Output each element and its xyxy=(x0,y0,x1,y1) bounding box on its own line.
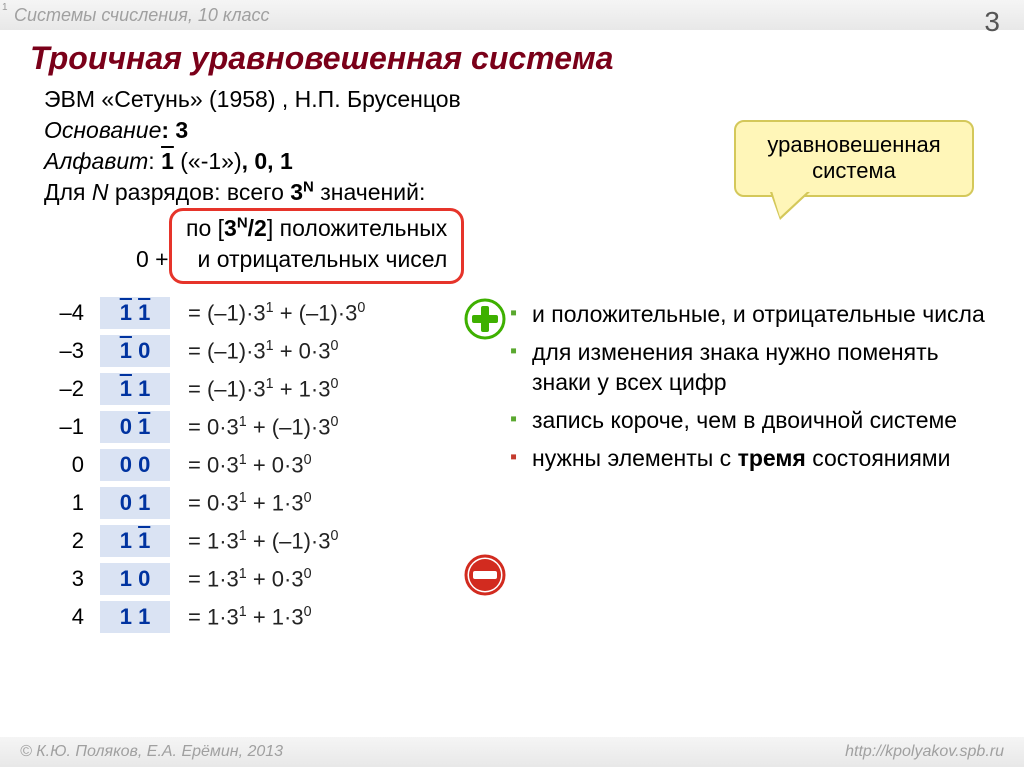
footer-left: © К.Ю. Поляков, Е.А. Ерёмин, 2013 xyxy=(20,743,283,761)
header-topic: Системы счисления, 10 класс xyxy=(14,5,1010,26)
intro-line1: ЭВМ «Сетунь» (1958) , Н.П. Брусенцов xyxy=(44,84,994,115)
intro-box-wrap: 0 + по [3N/2] положительных и отрицатель… xyxy=(136,208,994,284)
slide: 1 Системы счисления, 10 класс 3 Троичная… xyxy=(0,0,1024,767)
table-num: –1 xyxy=(44,414,100,440)
table-num: 1 xyxy=(44,490,100,516)
table-num: 3 xyxy=(44,566,100,592)
list-item: запись короче, чем в двоичной системе xyxy=(510,406,994,436)
table-num: 0 xyxy=(44,452,100,478)
table-ternary: 1 1 xyxy=(100,601,170,633)
table-row: –21 1= (–1)·31 + 1·30 xyxy=(44,370,365,408)
table-expr: = (–1)·31 + (–1)·30 xyxy=(170,300,365,326)
table-expr: = 0·31 + 0·30 xyxy=(170,452,312,478)
red-box: по [3N/2] положительных и отрицательных … xyxy=(169,208,464,284)
table-ternary: 0 1 xyxy=(100,487,170,519)
table-ternary: 0 1 xyxy=(100,411,170,443)
table-expr: = 0·31 + 1·30 xyxy=(170,490,312,516)
table-num: 4 xyxy=(44,604,100,630)
plus-icon xyxy=(464,298,506,340)
table-row: –10 1= 0·31 + (–1)·30 xyxy=(44,408,365,446)
table-ternary: 0 0 xyxy=(100,449,170,481)
table-expr: = (–1)·31 + 0·30 xyxy=(170,338,338,364)
table-ternary: 1 1 xyxy=(100,373,170,405)
table-num: 2 xyxy=(44,528,100,554)
table-expr: = 0·31 + (–1)·30 xyxy=(170,414,338,440)
callout: уравновешенная система xyxy=(734,120,974,197)
table-ternary: 1 0 xyxy=(100,335,170,367)
page-title: Троичная уравновешенная система xyxy=(30,40,613,77)
footer-bar: © К.Ю. Поляков, Е.А. Ерёмин, 2013 http:/… xyxy=(0,737,1024,767)
footer-right: http://kpolyakov.spb.ru xyxy=(845,743,1004,761)
header-bar: 1 Системы счисления, 10 класс xyxy=(0,0,1024,30)
list-item: для изменения знака нужно поменять знаки… xyxy=(510,338,994,398)
table-expr: = 1·31 + 0·30 xyxy=(170,566,312,592)
table-expr: = 1·31 + (–1)·30 xyxy=(170,528,338,554)
table-row: 21 1= 1·31 + (–1)·30 xyxy=(44,522,365,560)
table-row: 00 0= 0·31 + 0·30 xyxy=(44,446,365,484)
table-expr: = (–1)·31 + 1·30 xyxy=(170,376,338,402)
table-num: –3 xyxy=(44,338,100,364)
pros-list: и положительные, и отрицательные числа д… xyxy=(510,300,994,436)
table-ternary: 1 1 xyxy=(100,525,170,557)
cons-list: нужны элементы с тремя состояниями xyxy=(510,444,994,474)
table-row: 31 0= 1·31 + 0·30 xyxy=(44,560,365,598)
table-expr: = 1·31 + 1·30 xyxy=(170,604,312,630)
table-num: –4 xyxy=(44,300,100,326)
header-tiny: 1 xyxy=(2,2,8,13)
list-item: нужны элементы с тремя состояниями xyxy=(510,444,994,474)
right-list: и положительные, и отрицательные числа д… xyxy=(510,300,994,481)
minus-icon xyxy=(464,554,506,596)
table-ternary: 1 0 xyxy=(100,563,170,595)
ternary-table: –41 1= (–1)·31 + (–1)·30–31 0= (–1)·31 +… xyxy=(44,294,365,636)
table-row: –41 1= (–1)·31 + (–1)·30 xyxy=(44,294,365,332)
list-item: и положительные, и отрицательные числа xyxy=(510,300,994,330)
table-row: 10 1= 0·31 + 1·30 xyxy=(44,484,365,522)
slide-number: 3 xyxy=(984,6,1000,38)
table-ternary: 1 1 xyxy=(100,297,170,329)
table-num: –2 xyxy=(44,376,100,402)
table-row: –31 0= (–1)·31 + 0·30 xyxy=(44,332,365,370)
table-row: 41 1= 1·31 + 1·30 xyxy=(44,598,365,636)
